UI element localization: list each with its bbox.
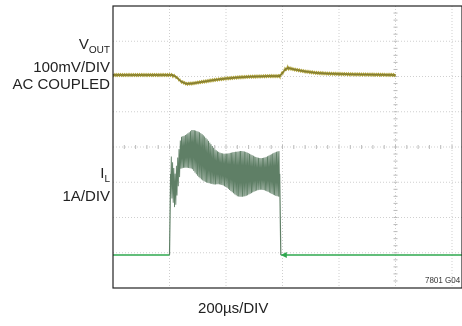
il-channel-label: IL 1A/DIV [62,165,110,205]
scope-frame [112,5,462,289]
il-ripple-trace [170,129,281,208]
il-falling-edge [279,173,282,256]
vout-label-main: V [78,36,89,53]
vout-scale-label: 100mV/DIV [33,59,110,76]
il-label-sub: L [104,174,110,185]
vout-coupling-label: AC COUPLED [12,76,110,93]
vout-trace-shadow [112,66,396,86]
vout-trace [112,64,397,87]
scope-traces [112,64,462,258]
vout-label-sub: OUT [88,45,110,56]
scope-grid [112,5,462,288]
il-label-main: I [100,165,105,182]
il-edge-marker [280,252,287,258]
il-rising-edge [168,173,172,256]
x-axis-label: 200µs/DIV [198,300,269,317]
il-scale-label: 1A/DIV [62,188,110,205]
figure-code: 7801 G04 [425,276,461,285]
vout-channel-label: VOUT 100mV/DIV AC COUPLED [12,36,110,93]
